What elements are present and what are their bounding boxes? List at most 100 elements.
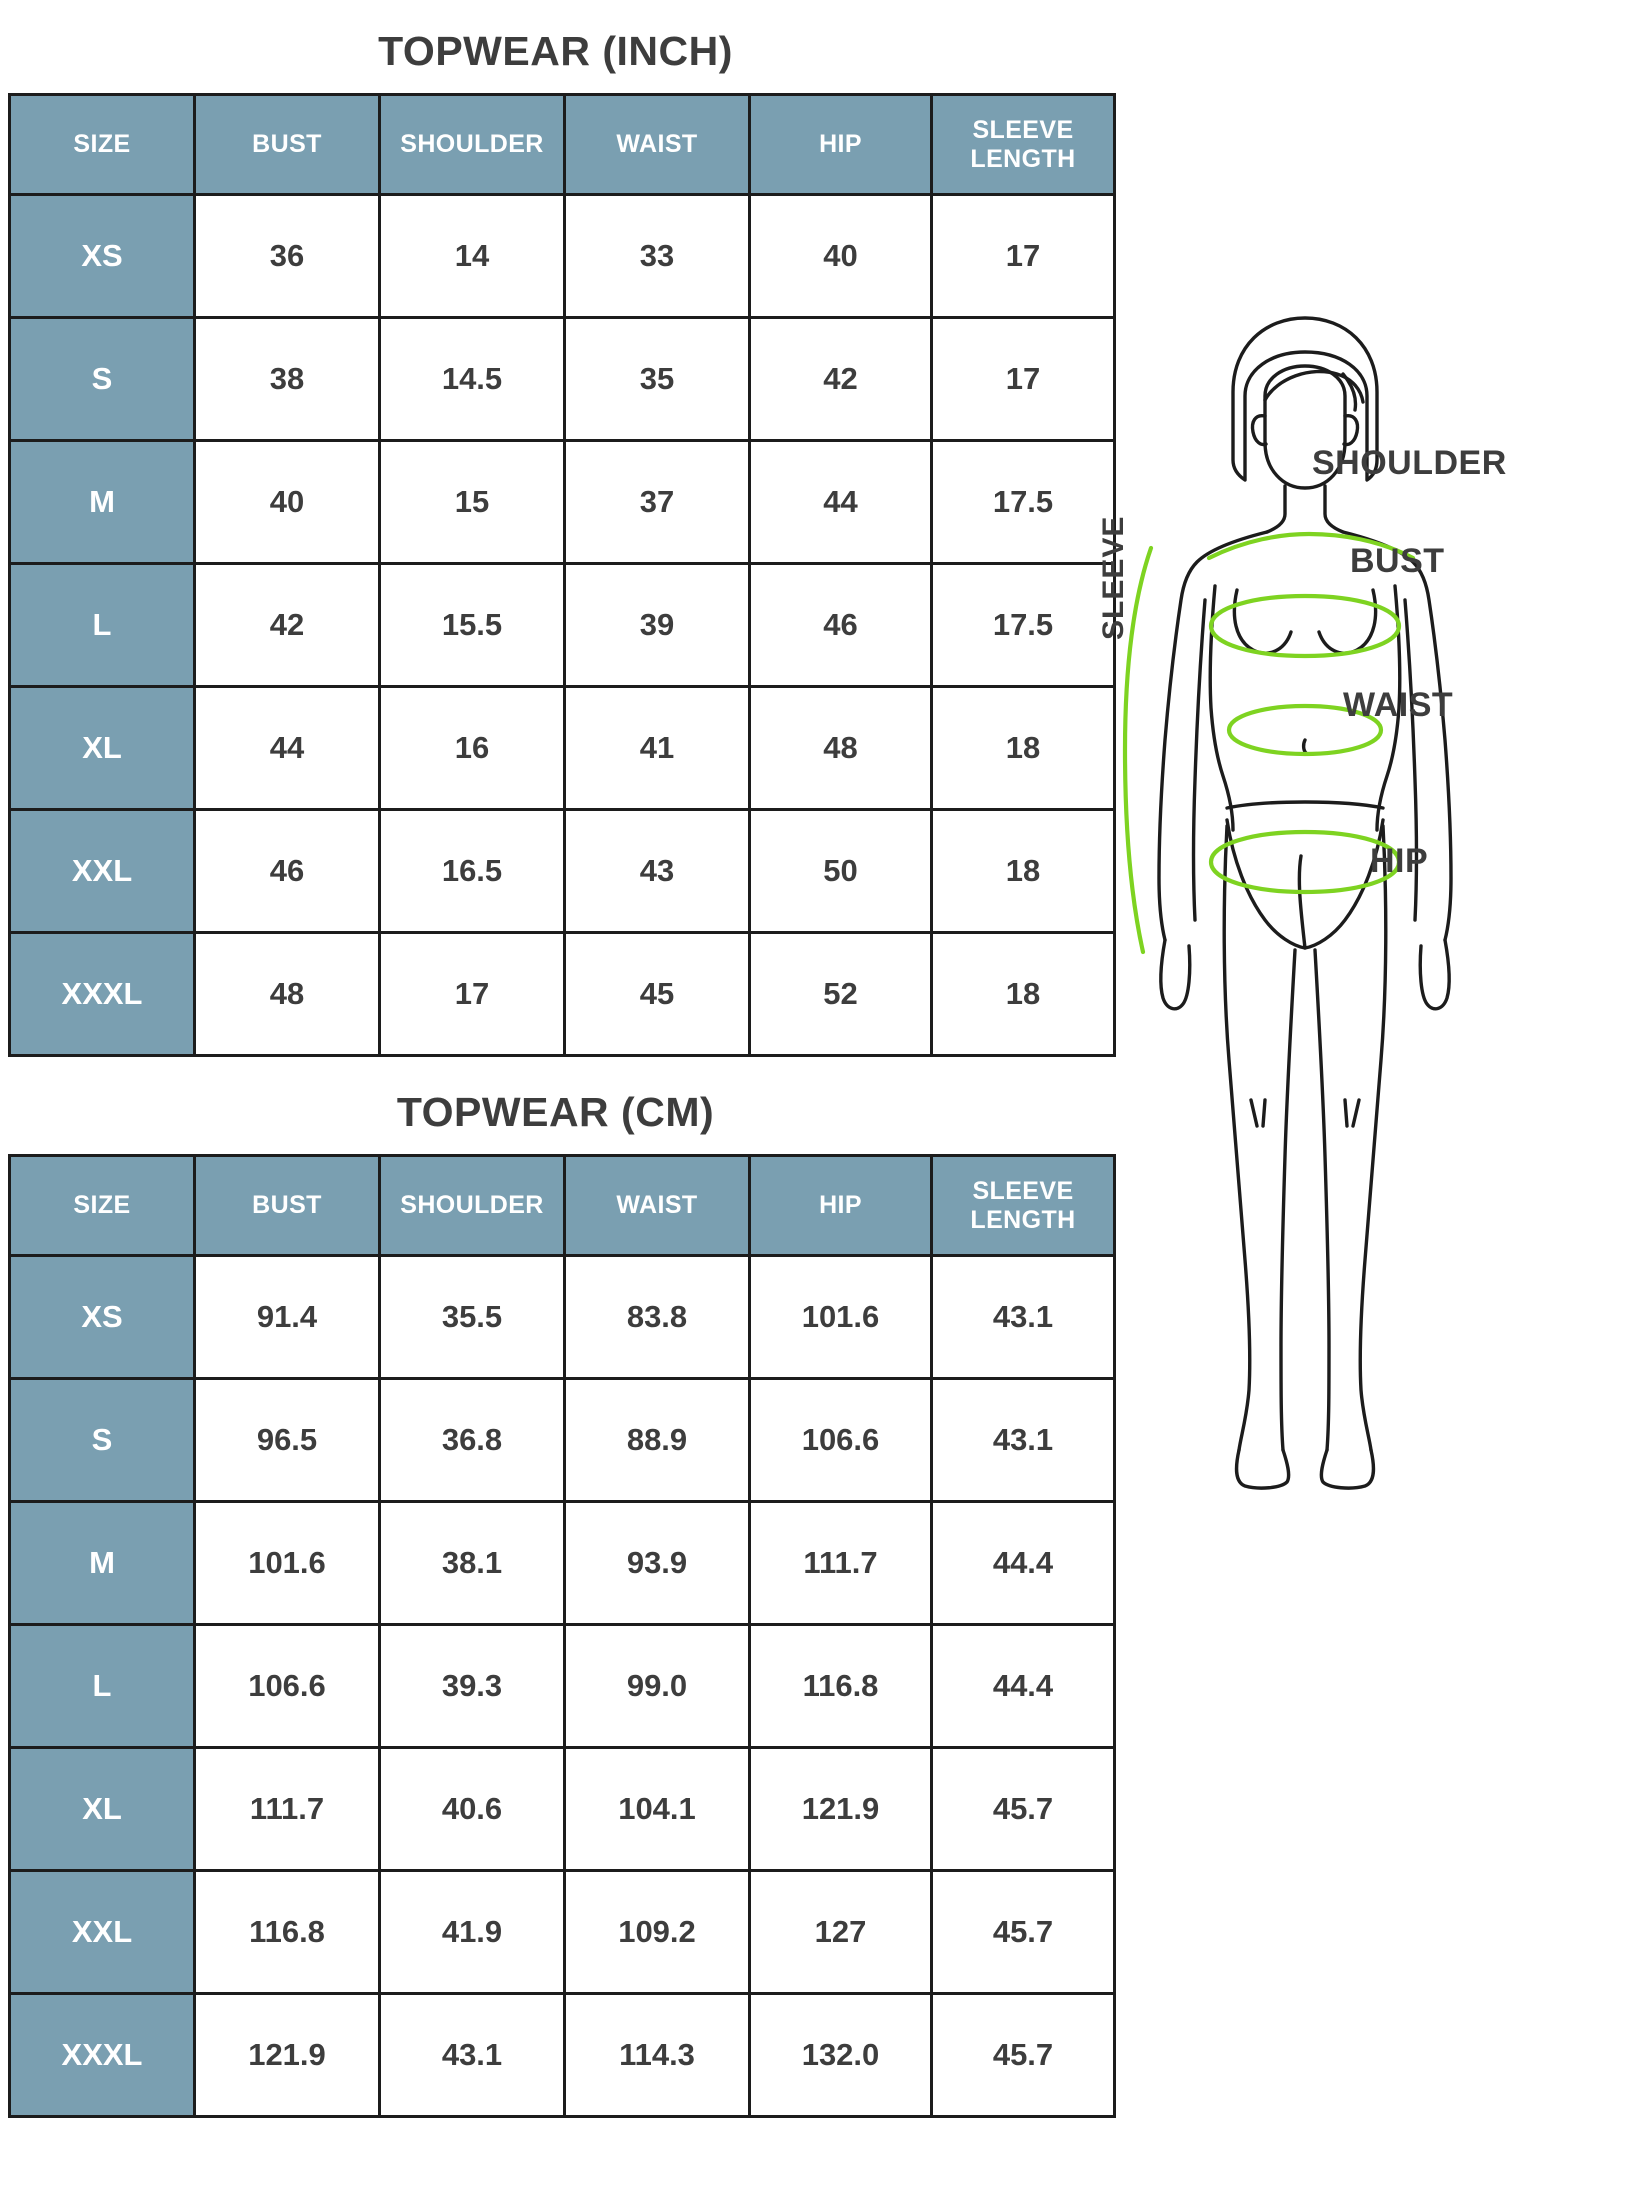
table-row: XL 44 16 41 48 18 xyxy=(8,685,1116,811)
cell-bust: 106.6 xyxy=(193,1623,381,1749)
cell-waist: 93.9 xyxy=(563,1500,751,1626)
table-row: XS 36 14 33 40 17 xyxy=(8,193,1116,319)
column-header-shoulder: SHOULDER xyxy=(378,1154,566,1257)
cell-hip: 121.9 xyxy=(748,1746,933,1872)
table-row: M 101.6 38.1 93.9 111.7 44.4 xyxy=(8,1500,1116,1626)
figure-label-bust: BUST xyxy=(1350,542,1445,580)
cell-bust: 91.4 xyxy=(193,1254,381,1380)
column-header-sleeve-length: SLEEVE LENGTH xyxy=(930,93,1116,196)
cell-hip: 44 xyxy=(748,439,933,565)
cell-sleeve: 45.7 xyxy=(930,1746,1116,1872)
cell-hip: 40 xyxy=(748,193,933,319)
cell-size: S xyxy=(8,1377,196,1503)
cell-hip: 48 xyxy=(748,685,933,811)
leg-left-outer xyxy=(1222,824,1252,1452)
tables-column: TOPWEAR (INCH) SIZE BUST SHOULDER WAIST … xyxy=(8,28,1116,2118)
cell-bust: 40 xyxy=(193,439,381,565)
cm-table-title: TOPWEAR (CM) xyxy=(396,1089,715,1135)
table-row: S 96.5 36.8 88.9 106.6 43.1 xyxy=(8,1377,1116,1503)
cell-size: S xyxy=(8,316,196,442)
cell-waist: 83.8 xyxy=(563,1254,751,1380)
cell-sleeve: 45.7 xyxy=(930,1992,1116,2118)
hair-fringe xyxy=(1263,369,1365,404)
column-header-bust: BUST xyxy=(193,93,381,196)
cell-bust: 111.7 xyxy=(193,1746,381,1872)
cell-sleeve: 45.7 xyxy=(930,1869,1116,1995)
cell-hip: 116.8 xyxy=(748,1623,933,1749)
cell-hip: 46 xyxy=(748,562,933,688)
cell-shoulder: 40.6 xyxy=(378,1746,566,1872)
cell-waist: 35 xyxy=(563,316,751,442)
table-header-row: SIZE BUST SHOULDER WAIST HIP SLEEVE LENG… xyxy=(8,1154,1116,1257)
cell-waist: 45 xyxy=(563,931,751,1057)
cell-hip: 132.0 xyxy=(748,1992,933,2118)
topwear-inch-table: SIZE BUST SHOULDER WAIST HIP SLEEVE LENG… xyxy=(8,93,1116,1057)
cell-shoulder: 16.5 xyxy=(378,808,566,934)
hair-strand xyxy=(1341,372,1358,412)
cell-sleeve: 43.1 xyxy=(930,1377,1116,1503)
knee-right-a xyxy=(1351,1098,1361,1128)
table-row: XL 111.7 40.6 104.1 121.9 45.7 xyxy=(8,1746,1116,1872)
cell-size: XXXL xyxy=(8,1992,196,2118)
torso-left xyxy=(1208,584,1235,832)
navel xyxy=(1301,738,1308,755)
table-row: XXXL 48 17 45 52 18 xyxy=(8,931,1116,1057)
cm-table-body: XS 91.4 35.5 83.8 101.6 43.1 S 96.5 36.8… xyxy=(8,1254,1116,2118)
cell-waist: 39 xyxy=(563,562,751,688)
figure-label-sleeve: SLEEVE xyxy=(1097,515,1130,640)
column-header-waist: WAIST xyxy=(563,93,751,196)
shoulder-measure-line xyxy=(1206,531,1416,561)
cell-bust: 36 xyxy=(193,193,381,319)
knee-left-a xyxy=(1249,1098,1259,1128)
column-header-waist: WAIST xyxy=(563,1154,751,1257)
arm-right-outer xyxy=(1341,530,1453,942)
cell-shoulder: 36.8 xyxy=(378,1377,566,1503)
cell-sleeve: 43.1 xyxy=(930,1254,1116,1380)
cell-hip: 101.6 xyxy=(748,1254,933,1380)
hip-line xyxy=(1225,800,1385,810)
cell-shoulder: 14.5 xyxy=(378,316,566,442)
column-header-hip: HIP xyxy=(748,1154,933,1257)
cell-hip: 111.7 xyxy=(748,1500,933,1626)
cell-size: XS xyxy=(8,193,196,319)
leg-left-inner xyxy=(1279,948,1297,1452)
hip-measure-line xyxy=(1208,829,1402,895)
table-header-row: SIZE BUST SHOULDER WAIST HIP SLEEVE LENG… xyxy=(8,93,1116,196)
figure-label-waist: WAIST xyxy=(1343,686,1454,724)
cell-size: M xyxy=(8,439,196,565)
cell-waist: 43 xyxy=(563,808,751,934)
inch-table-head: SIZE BUST SHOULDER WAIST HIP SLEEVE LENG… xyxy=(8,93,1116,196)
cell-hip: 42 xyxy=(748,316,933,442)
bust-measure-line xyxy=(1208,593,1402,659)
cell-shoulder: 35.5 xyxy=(378,1254,566,1380)
cell-sleeve: 17 xyxy=(930,193,1116,319)
figure-label-shoulder: SHOULDER xyxy=(1312,444,1507,482)
cell-size: XXL xyxy=(8,1869,196,1995)
cell-shoulder: 16 xyxy=(378,685,566,811)
leg-right-inner xyxy=(1313,948,1331,1452)
female-body-illustration xyxy=(1122,316,1453,1490)
knee-right-b xyxy=(1343,1098,1349,1128)
cell-shoulder: 15 xyxy=(378,439,566,565)
cell-shoulder: 41.9 xyxy=(378,1869,566,1995)
cell-shoulder: 43.1 xyxy=(378,1992,566,2118)
table-row: XXXL 121.9 43.1 114.3 132.0 45.7 xyxy=(8,1992,1116,2118)
cell-bust: 96.5 xyxy=(193,1377,381,1503)
cell-size: XL xyxy=(8,1746,196,1872)
cell-bust: 46 xyxy=(193,808,381,934)
cell-bust: 101.6 xyxy=(193,1500,381,1626)
cell-hip: 50 xyxy=(748,808,933,934)
column-header-shoulder: SHOULDER xyxy=(378,93,566,196)
table-row: XXL 116.8 41.9 109.2 127 45.7 xyxy=(8,1869,1116,1995)
table-row: S 38 14.5 35 42 17 xyxy=(8,316,1116,442)
cell-shoulder: 14 xyxy=(378,193,566,319)
cell-sleeve: 17.5 xyxy=(930,562,1116,688)
cell-sleeve: 17 xyxy=(930,316,1116,442)
body-measurement-diagram: SHOULDER BUST WAIST HIP SLEEVE xyxy=(1097,300,1652,1490)
figure-column: SHOULDER BUST WAIST HIP SLEEVE xyxy=(1097,0,1652,2200)
cell-shoulder: 15.5 xyxy=(378,562,566,688)
cell-waist: 41 xyxy=(563,685,751,811)
cell-size: XXXL xyxy=(8,931,196,1057)
column-header-bust: BUST xyxy=(193,1154,381,1257)
